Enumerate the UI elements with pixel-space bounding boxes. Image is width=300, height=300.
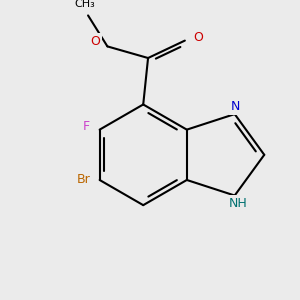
Text: F: F [82,120,90,133]
Text: CH₃: CH₃ [75,0,95,9]
Text: N: N [231,100,240,113]
Text: O: O [90,35,100,48]
Text: O: O [194,31,203,44]
Text: Br: Br [76,172,90,185]
Text: NH: NH [229,197,248,210]
